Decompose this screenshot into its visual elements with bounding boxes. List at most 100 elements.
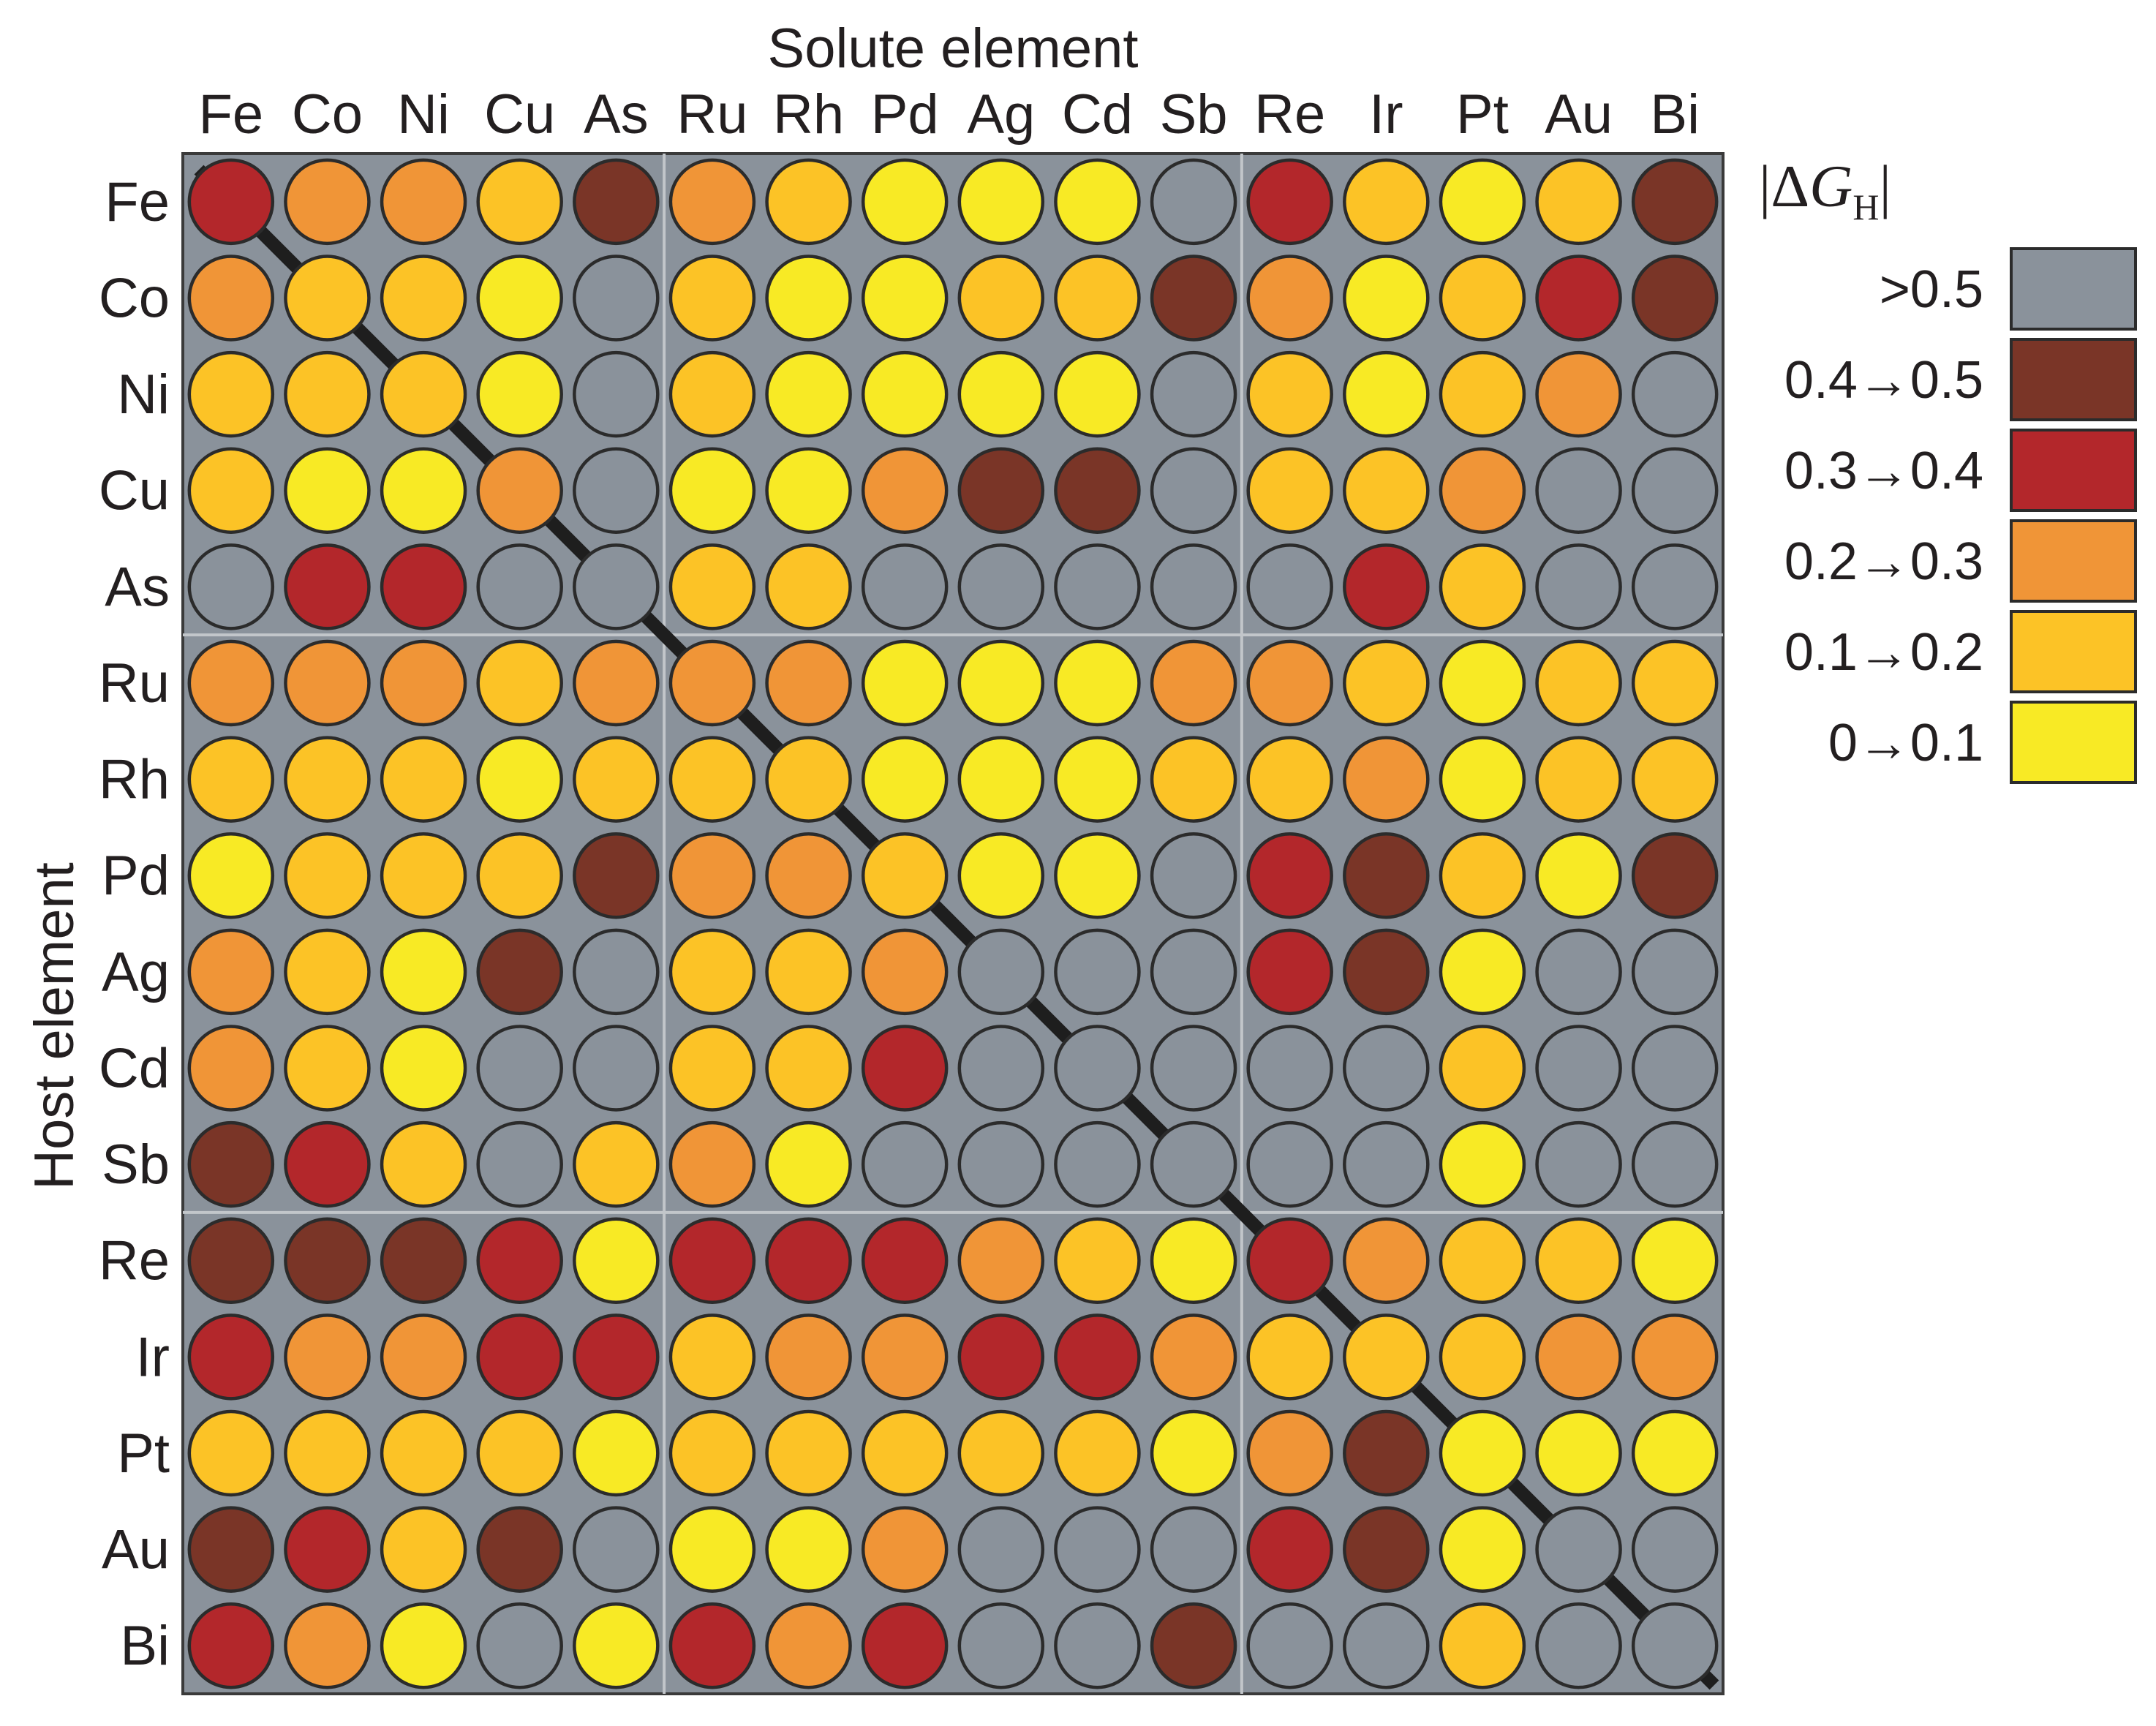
cell-bi-ag <box>957 1602 1045 1689</box>
cell-bi-as <box>573 1602 660 1689</box>
cell-pd-sb <box>1150 832 1237 919</box>
cell-ir-fe <box>187 1314 275 1401</box>
cell-sb-bi <box>1631 1120 1719 1208</box>
cell-rh-bi <box>1631 736 1719 823</box>
cell-cu-fe <box>187 447 275 534</box>
cell-cd-pt <box>1439 1025 1526 1112</box>
cell-ir-pd <box>861 1314 949 1401</box>
cell-co-re <box>1246 255 1333 342</box>
cell-fe-ag <box>957 158 1045 246</box>
cell-as-ag <box>957 543 1045 630</box>
cell-pd-au <box>1535 832 1622 919</box>
cell-co-ag <box>957 255 1045 342</box>
cell-cd-ni <box>380 1025 467 1112</box>
cell-ni-re <box>1246 350 1333 438</box>
cell-bi-ni <box>380 1602 467 1689</box>
cell-sb-pt <box>1439 1120 1526 1208</box>
cell-co-ir <box>1343 255 1430 342</box>
cell-re-co <box>284 1217 371 1304</box>
cell-pt-co <box>284 1409 371 1497</box>
cell-co-co <box>284 255 371 342</box>
cell-pt-ag <box>957 1409 1045 1497</box>
cell-ir-au <box>1535 1314 1622 1401</box>
cell-ag-rh <box>765 928 852 1016</box>
cell-ag-pd <box>861 928 949 1016</box>
cell-as-rh <box>765 543 852 630</box>
cell-ru-cu <box>476 639 563 727</box>
cell-bi-rh <box>765 1602 852 1689</box>
cell-co-ni <box>380 255 467 342</box>
legend-swatch <box>2010 429 2137 512</box>
cell-ag-au <box>1535 928 1622 1016</box>
cell-pd-ag <box>957 832 1045 919</box>
cell-pt-au <box>1535 1409 1622 1497</box>
cell-ag-co <box>284 928 371 1016</box>
cell-au-re <box>1246 1506 1333 1593</box>
cell-sb-ir <box>1343 1120 1430 1208</box>
cell-re-ru <box>668 1217 756 1304</box>
cell-pd-fe <box>187 832 275 919</box>
cell-as-bi <box>1631 543 1719 630</box>
cell-as-ru <box>668 543 756 630</box>
cell-ag-cu <box>476 928 563 1016</box>
cell-as-pt <box>1439 543 1526 630</box>
cell-ru-fe <box>187 639 275 727</box>
legend-swatch <box>2010 338 2137 421</box>
cell-rh-ru <box>668 736 756 823</box>
cell-ru-ag <box>957 639 1045 727</box>
cell-re-ag <box>957 1217 1045 1304</box>
cell-as-au <box>1535 543 1622 630</box>
x-tick-label: As <box>584 83 649 146</box>
cell-ru-pt <box>1439 639 1526 727</box>
y-tick-label: Bi <box>120 1615 170 1677</box>
cell-sb-fe <box>187 1120 275 1208</box>
cell-rh-cu <box>476 736 563 823</box>
cell-ni-cu <box>476 350 563 438</box>
cell-cd-cu <box>476 1025 563 1112</box>
cell-cu-bi <box>1631 447 1719 534</box>
x-tick-label: Cu <box>484 83 555 146</box>
cell-as-ni <box>380 543 467 630</box>
cell-au-au <box>1535 1506 1622 1593</box>
cell-ag-bi <box>1631 928 1719 1016</box>
cell-rh-sb <box>1150 736 1237 823</box>
x-tick-label: Pt <box>1456 83 1509 146</box>
cell-ni-pd <box>861 350 949 438</box>
x-tick-label: Sb <box>1160 83 1228 146</box>
cell-au-ir <box>1343 1506 1430 1593</box>
cell-au-cu <box>476 1506 563 1593</box>
cell-fe-ni <box>380 158 467 246</box>
cell-pt-ni <box>380 1409 467 1497</box>
cell-ru-ir <box>1343 639 1430 727</box>
cell-cu-cu <box>476 447 563 534</box>
cell-ru-au <box>1535 639 1622 727</box>
cell-sb-co <box>284 1120 371 1208</box>
cell-cu-as <box>573 447 660 534</box>
cell-pt-sb <box>1150 1409 1237 1497</box>
cell-fe-pt <box>1439 158 1526 246</box>
cell-rh-rh <box>765 736 852 823</box>
plot-area <box>181 152 1725 1695</box>
cell-pt-pd <box>861 1409 949 1497</box>
cell-au-sb <box>1150 1506 1237 1593</box>
cell-fe-ru <box>668 158 756 246</box>
cell-fe-pd <box>861 158 949 246</box>
cell-cu-re <box>1246 447 1333 534</box>
cell-ir-cu <box>476 1314 563 1401</box>
x-tick-label: Co <box>292 83 363 146</box>
cell-ir-ru <box>668 1314 756 1401</box>
cell-ru-re <box>1246 639 1333 727</box>
y-tick-label: Re <box>99 1230 170 1292</box>
legend-label: >0.5 <box>1880 260 1983 319</box>
cell-pd-co <box>284 832 371 919</box>
cell-ni-ru <box>668 350 756 438</box>
cell-ag-ru <box>668 928 756 1016</box>
legend-label: 0.3→0.4 <box>1784 442 1983 500</box>
cell-re-rh <box>765 1217 852 1304</box>
cell-re-cd <box>1054 1217 1141 1304</box>
cell-co-cd <box>1054 255 1141 342</box>
cell-rh-as <box>573 736 660 823</box>
cell-pt-as <box>573 1409 660 1497</box>
cell-fe-as <box>573 158 660 246</box>
cell-re-as <box>573 1217 660 1304</box>
